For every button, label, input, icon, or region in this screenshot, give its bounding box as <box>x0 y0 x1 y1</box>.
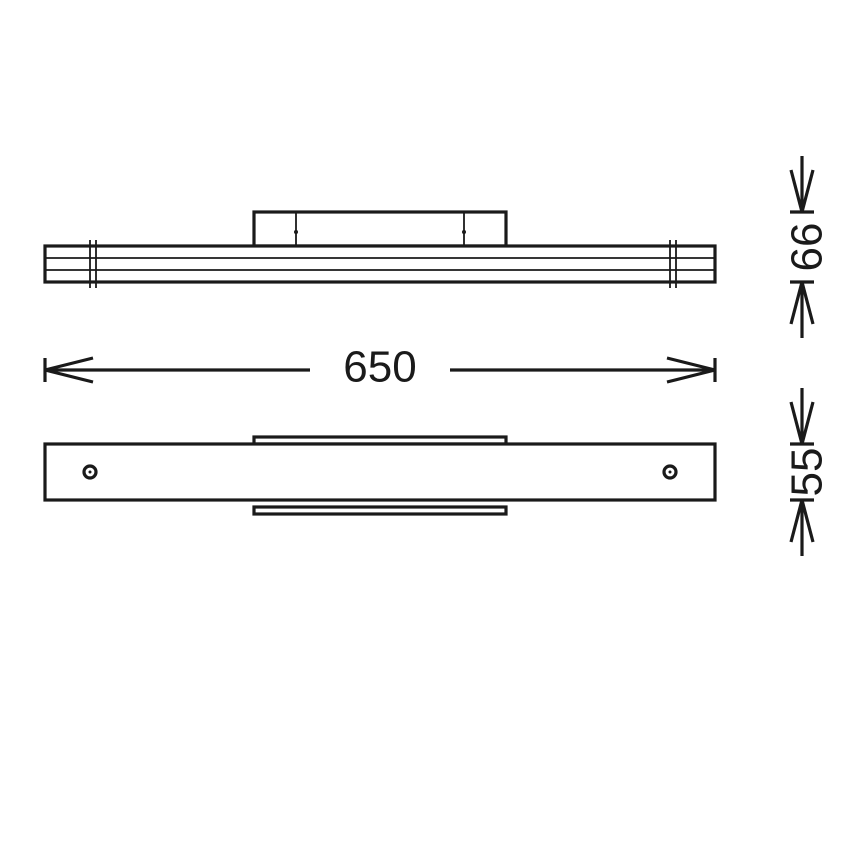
width-dimension-label: 650 <box>343 343 416 392</box>
height-dimension-bottom: 55 <box>783 388 832 556</box>
height-dimension-top-label: 66 <box>783 223 832 272</box>
height-dimension-bottom-label: 55 <box>783 448 832 497</box>
top-view <box>45 212 715 288</box>
height-dimension-top: 66 <box>783 156 832 338</box>
width-dimension: 650 <box>45 343 715 392</box>
technical-drawing: 650 66 55 <box>0 0 868 868</box>
bottom-view <box>45 437 715 514</box>
